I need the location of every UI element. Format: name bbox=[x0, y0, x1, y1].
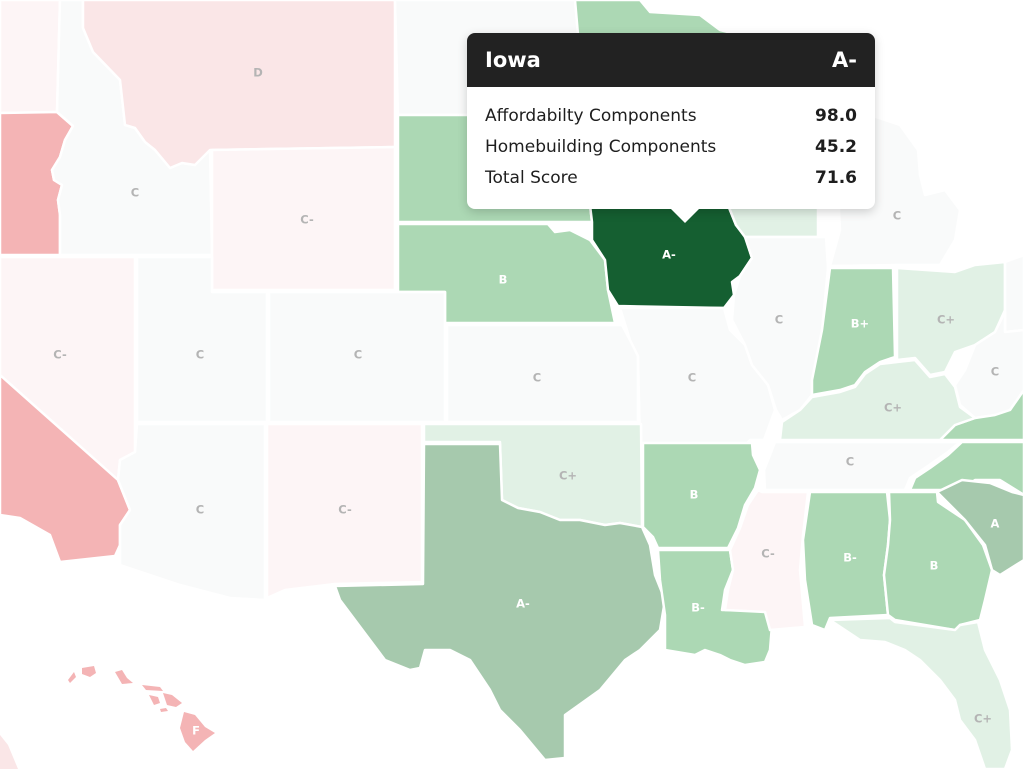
grade-label-kentucky: C+ bbox=[884, 401, 902, 415]
grade-label-arkansas: B bbox=[690, 488, 699, 502]
grade-label-arizona: C bbox=[196, 503, 204, 517]
tooltip-pointer bbox=[670, 208, 700, 223]
row-label: Total Score bbox=[485, 167, 578, 188]
grade-label-georgia: B bbox=[930, 559, 939, 573]
tooltip-body: Affordabilty Components 98.0 Homebuildin… bbox=[467, 87, 875, 209]
grade-label-oklahoma: C+ bbox=[559, 469, 577, 483]
row-value: 98.0 bbox=[815, 105, 857, 126]
grade-label-alabama: B- bbox=[843, 551, 857, 565]
grade-label-indiana: B+ bbox=[851, 317, 869, 331]
grade-label-michigan: C bbox=[893, 209, 901, 223]
grade-label-ohio: C+ bbox=[937, 313, 955, 327]
grade-label-kansas: C bbox=[533, 371, 541, 385]
row-label: Homebuilding Components bbox=[485, 136, 717, 157]
grade-label-west-virginia: C bbox=[991, 365, 999, 379]
grade-label-tennessee: C bbox=[846, 455, 854, 469]
row-label: Affordabilty Components bbox=[485, 105, 697, 126]
state-kansas[interactable] bbox=[445, 323, 640, 424]
state-tennessee[interactable] bbox=[762, 440, 962, 492]
grade-label-louisiana: B- bbox=[691, 601, 705, 615]
state-missouri[interactable] bbox=[618, 306, 777, 447]
state-arkansas[interactable] bbox=[641, 441, 762, 550]
state-south-carolina[interactable] bbox=[935, 478, 1024, 577]
grade-label-illinois: C bbox=[775, 313, 783, 327]
grade-label-wyoming: C- bbox=[300, 213, 314, 227]
state-washington[interactable] bbox=[0, 0, 62, 115]
grade-label-colorado: C bbox=[354, 348, 362, 362]
state-tooltip: Iowa A- Affordabilty Components 98.0 Hom… bbox=[467, 33, 875, 223]
grade-label-missouri: C bbox=[688, 371, 696, 385]
state-arizona[interactable] bbox=[116, 422, 267, 602]
grade-label-south-carolina: A bbox=[991, 517, 1000, 531]
grade-label-florida: C+ bbox=[974, 712, 992, 726]
state-texas[interactable] bbox=[333, 442, 667, 762]
state-wyoming[interactable] bbox=[210, 145, 397, 292]
tooltip-grade: A- bbox=[832, 48, 857, 72]
tooltip-state-name: Iowa bbox=[485, 48, 541, 72]
state-hawaii[interactable] bbox=[68, 666, 215, 751]
state-utah[interactable] bbox=[135, 255, 269, 424]
state-florida[interactable] bbox=[828, 616, 1014, 769]
grade-label-iowa: A- bbox=[662, 248, 676, 262]
grade-label-mississippi: C- bbox=[761, 547, 775, 561]
state-louisiana[interactable] bbox=[656, 548, 774, 667]
state-colorado[interactable] bbox=[267, 290, 447, 424]
tooltip-row-total-score: Total Score 71.6 bbox=[485, 162, 857, 193]
state-kentucky[interactable] bbox=[778, 358, 977, 442]
tooltip-row-homebuilding: Homebuilding Components 45.2 bbox=[485, 131, 857, 162]
tooltip-row-affordability: Affordabilty Components 98.0 bbox=[485, 100, 857, 131]
grade-label-montana: D bbox=[253, 66, 263, 80]
grade-label-idaho: C bbox=[131, 186, 139, 200]
tooltip-header: Iowa A- bbox=[467, 33, 875, 87]
inset-box-hawaii bbox=[54, 629, 230, 769]
state-new-mexico[interactable] bbox=[265, 422, 424, 600]
row-value: 45.2 bbox=[815, 136, 857, 157]
inset-box-alaska bbox=[0, 629, 39, 769]
state-alaska[interactable] bbox=[0, 735, 18, 769]
grade-label-utah: C bbox=[196, 348, 204, 362]
grade-label-texas: A- bbox=[516, 597, 530, 611]
grade-label-new-mexico: C- bbox=[338, 503, 352, 517]
grade-label-nebraska: B bbox=[499, 273, 508, 287]
grade-label-nevada: C- bbox=[53, 348, 67, 362]
grade-label-hawaii: F bbox=[192, 724, 200, 738]
state-mississippi[interactable] bbox=[723, 488, 810, 632]
row-value: 71.6 bbox=[815, 167, 857, 188]
state-pennsylvania[interactable] bbox=[1003, 253, 1024, 334]
